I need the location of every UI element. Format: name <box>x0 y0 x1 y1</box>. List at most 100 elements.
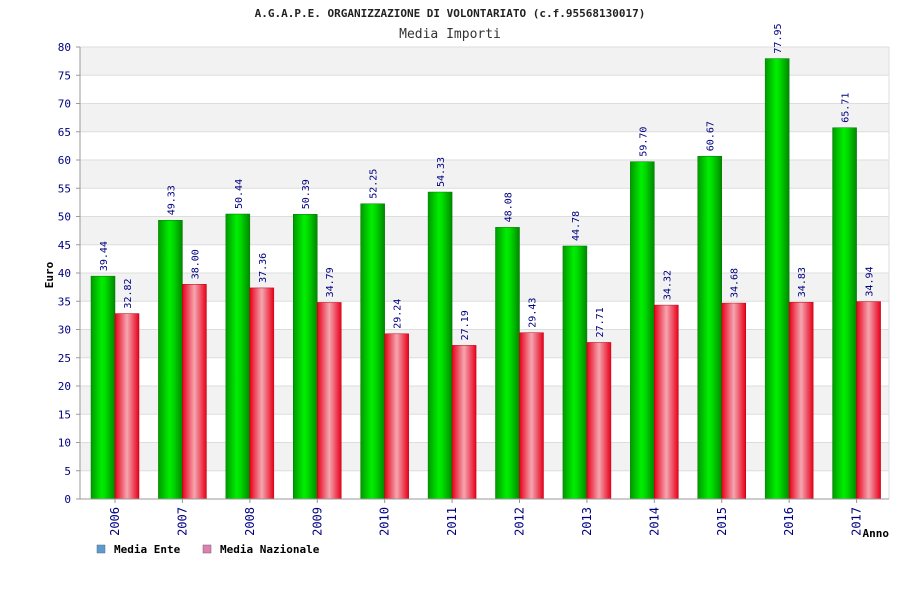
bar-media-nazionale-2015 <box>721 302 746 500</box>
y-tick-label: 55 <box>58 182 71 195</box>
data-label: 48.08 <box>504 192 515 222</box>
y-tick-label: 65 <box>58 126 71 139</box>
plot-band <box>80 160 889 189</box>
y-tick-label: 70 <box>58 98 71 111</box>
plot-band <box>80 188 889 217</box>
bars <box>90 58 881 500</box>
bar-media-ente-2007 <box>158 220 183 500</box>
data-label: 27.71 <box>595 307 606 337</box>
data-label: 34.83 <box>797 267 808 297</box>
plot-band <box>80 75 889 104</box>
data-label: 27.19 <box>460 310 471 340</box>
plot-band <box>80 386 889 415</box>
data-label: 60.67 <box>706 121 717 151</box>
y-tick-label: 15 <box>58 408 71 421</box>
bar-media-nazionale-2016 <box>788 301 814 500</box>
bar-media-ente-2016 <box>764 58 790 500</box>
y-tick-label: 40 <box>58 267 71 280</box>
bar-media-nazionale-2017 <box>856 301 881 500</box>
bar-media-nazionale-2008 <box>249 287 275 500</box>
plot-band <box>80 301 889 330</box>
bar-media-ente-2014 <box>630 161 655 500</box>
bar-media-ente-2012 <box>495 227 520 500</box>
data-label: 44.78 <box>571 211 582 241</box>
plot-band <box>80 329 889 358</box>
plot-band <box>80 216 889 245</box>
y-tick-label: 20 <box>58 380 71 393</box>
data-label: 50.39 <box>301 179 312 209</box>
bar-media-ente-2009 <box>293 214 318 500</box>
data-label: 52.25 <box>369 169 380 199</box>
data-label: 77.95 <box>773 23 784 53</box>
y-tick-label: 45 <box>58 239 71 252</box>
plot-band <box>80 470 889 499</box>
y-tick-label: 25 <box>58 352 71 365</box>
data-label: 59.70 <box>638 127 649 157</box>
bar-media-nazionale-2013 <box>586 342 612 500</box>
plot-band <box>80 273 889 302</box>
y-tick-label: 60 <box>58 154 71 167</box>
y-tick-label: 30 <box>58 324 71 337</box>
x-tick-label: 2007 <box>175 507 189 536</box>
bar-media-ente-2017 <box>832 127 857 500</box>
y-tick-label: 75 <box>58 69 71 82</box>
bar-media-ente-2008 <box>225 213 251 500</box>
bar-media-ente-2006 <box>90 275 116 500</box>
x-tick-label: 2014 <box>647 507 661 536</box>
data-label: 29.43 <box>528 298 539 328</box>
gridlines <box>80 46 890 500</box>
y-axis-label: Euro <box>43 261 56 288</box>
y-tick-label: 10 <box>58 437 71 450</box>
plot-band <box>80 414 889 443</box>
bar-media-nazionale-2009 <box>317 302 342 500</box>
plot-band <box>80 357 889 386</box>
legend-label-media-ente: Media Ente <box>114 543 181 556</box>
y-tick-label: 80 <box>58 41 71 54</box>
bar-media-ente-2010 <box>360 203 385 500</box>
data-label: 65.71 <box>841 93 852 123</box>
data-label: 39.44 <box>99 241 110 271</box>
data-label: 37.36 <box>258 253 269 283</box>
x-tick-label: 2017 <box>850 507 864 536</box>
data-label: 34.79 <box>325 267 336 297</box>
data-label: 38.00 <box>190 249 201 279</box>
data-label: 50.44 <box>234 179 245 209</box>
data-label: 34.32 <box>662 270 673 300</box>
y-axis-ticks: 0 5 10 15 20 25 30 35 40 45 50 55 60 65 70 75 80 <box>58 41 80 506</box>
x-tick-label: 2012 <box>513 507 527 536</box>
x-tick-label: 2006 <box>108 507 122 536</box>
plot-band <box>80 442 889 471</box>
plot-band <box>80 244 889 273</box>
x-tick-label: 2011 <box>445 507 459 536</box>
data-label: 32.82 <box>123 278 134 308</box>
y-tick-label: 35 <box>58 295 71 308</box>
data-label: 34.68 <box>730 268 741 298</box>
legend-label-media-nazionale: Media Nazionale <box>220 543 320 556</box>
plot-background <box>80 47 889 499</box>
x-tick-label: 2008 <box>243 507 257 536</box>
chart-title: A.G.A.P.E. ORGANIZZAZIONE DI VOLONTARIAT… <box>255 7 646 20</box>
y-tick-label: 5 <box>64 465 71 478</box>
bar-media-ente-2015 <box>697 155 722 500</box>
plot-band <box>80 103 889 132</box>
bar-media-nazionale-2010 <box>384 333 409 500</box>
data-label: 34.94 <box>865 266 876 296</box>
legend-swatch-media-nazionale <box>202 544 212 554</box>
data-label: 54.33 <box>436 157 447 187</box>
bar-media-nazionale-2014 <box>654 304 679 500</box>
bar-media-nazionale-2006 <box>114 313 140 500</box>
x-tick-label: 2015 <box>715 507 729 536</box>
x-tick-label: 2010 <box>378 507 392 536</box>
legend: Media Ente Media Nazionale <box>96 543 320 556</box>
bar-media-ente-2013 <box>562 245 588 500</box>
data-labels: 39.44 32.82 49.33 38.00 50.44 37.36 50.39 34.79… <box>99 23 876 340</box>
bar-media-nazionale-2012 <box>519 332 544 500</box>
data-label: 29.24 <box>393 299 404 329</box>
x-tick-label: 2016 <box>782 507 796 536</box>
x-tick-label: 2013 <box>580 507 594 536</box>
plot-band <box>80 131 889 160</box>
x-axis-ticks: 2006 2007 2008 2009 2010 2011 2012 2013 2014 2015… <box>108 499 864 536</box>
x-tick-label: 2009 <box>310 507 324 536</box>
chart-subtitle: Media Importi <box>399 27 501 42</box>
